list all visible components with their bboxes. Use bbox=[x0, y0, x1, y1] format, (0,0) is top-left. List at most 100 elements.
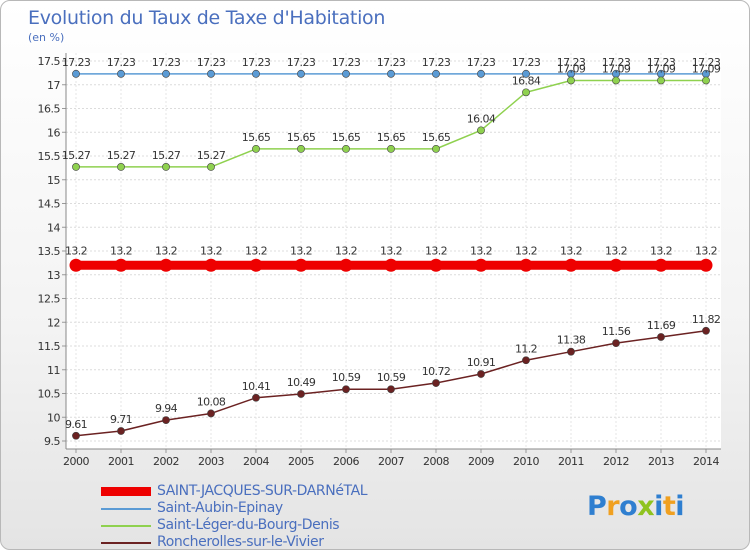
data-label: 13.2 bbox=[425, 244, 447, 257]
data-point bbox=[477, 370, 485, 378]
data-point bbox=[72, 163, 80, 171]
y-tick-label: 15 bbox=[47, 174, 60, 187]
data-label: 17.23 bbox=[197, 56, 226, 69]
data-point bbox=[72, 69, 80, 78]
data-point bbox=[432, 69, 440, 78]
data-label: 15.65 bbox=[287, 131, 316, 144]
data-point bbox=[702, 76, 710, 85]
y-tick-label: 14.5 bbox=[38, 198, 61, 211]
data-point bbox=[387, 69, 395, 78]
x-tick-label: 2008 bbox=[423, 455, 449, 468]
data-label: 13.2 bbox=[155, 244, 177, 257]
data-point bbox=[699, 258, 713, 272]
data-label: 11.82 bbox=[692, 313, 721, 326]
logo-letter: x bbox=[637, 491, 655, 522]
data-label: 13.2 bbox=[200, 244, 222, 257]
data-point bbox=[294, 258, 308, 272]
data-label: 10.41 bbox=[242, 380, 271, 393]
legend-item: Roncherolles-sur-le-Vivier bbox=[101, 534, 431, 550]
data-point bbox=[657, 333, 665, 341]
data-point bbox=[114, 258, 128, 272]
x-tick-label: 2010 bbox=[513, 455, 539, 468]
legend-label: SAINT-JACQUES-SUR-DARNéTAL bbox=[157, 483, 368, 499]
data-label: 9.94 bbox=[155, 402, 178, 415]
legend-item: SAINT-JACQUES-SUR-DARNéTAL bbox=[101, 483, 431, 500]
data-label: 17.23 bbox=[422, 56, 451, 69]
y-tick-label: 17 bbox=[47, 79, 60, 92]
data-point bbox=[609, 258, 623, 272]
data-point bbox=[522, 69, 530, 78]
data-point bbox=[474, 258, 488, 272]
data-point bbox=[204, 258, 218, 272]
x-tick-label: 2009 bbox=[468, 455, 494, 468]
data-label: 17.09 bbox=[647, 62, 676, 75]
data-label: 15.65 bbox=[422, 131, 451, 144]
data-label: 17.23 bbox=[152, 56, 181, 69]
data-point bbox=[117, 163, 125, 171]
series-saint-l-ger-du-bourg-denis: 15.27 15.27 15.27 15.27 15.65 15.65 15.65 15.65… bbox=[62, 62, 721, 171]
data-label: 10.08 bbox=[197, 395, 226, 408]
legend-item: Saint-Léger-du-Bourg-Denis bbox=[101, 517, 431, 534]
data-point bbox=[252, 69, 260, 78]
chart-unit-label: (en %) bbox=[28, 31, 65, 44]
logo-letter: o bbox=[619, 491, 638, 522]
data-point bbox=[207, 163, 215, 171]
data-label: 11.69 bbox=[647, 319, 676, 332]
data-label: 17.23 bbox=[377, 56, 406, 69]
data-point bbox=[207, 409, 215, 418]
data-label: 17.23 bbox=[107, 56, 136, 69]
data-label: 13.2 bbox=[290, 244, 312, 257]
x-tick-label: 2002 bbox=[153, 455, 179, 468]
y-tick-label: 16 bbox=[47, 126, 60, 139]
data-label: 15.27 bbox=[152, 149, 181, 162]
y-tick-label: 14 bbox=[47, 221, 60, 234]
data-point bbox=[297, 390, 305, 398]
logo-letter: r bbox=[606, 491, 620, 522]
data-label: 17.23 bbox=[602, 56, 631, 69]
data-label: 15.65 bbox=[242, 131, 271, 144]
data-label: 13.2 bbox=[380, 244, 402, 257]
legend-swatch bbox=[101, 487, 151, 496]
chart-title: Evolution du Taux de Taxe d'Habitation bbox=[28, 7, 386, 29]
line-chart: 9.51010.51111.51212.51313.51414.51515.51… bbox=[38, 53, 721, 468]
data-point bbox=[612, 339, 620, 348]
legend-swatch bbox=[101, 508, 151, 510]
data-label: 17.23 bbox=[332, 56, 361, 69]
data-label: 17.09 bbox=[602, 62, 631, 75]
data-point bbox=[162, 163, 170, 171]
data-label: 15.65 bbox=[332, 131, 361, 144]
data-label: 13.2 bbox=[245, 244, 267, 257]
data-label: 10.91 bbox=[467, 356, 496, 369]
data-point bbox=[207, 69, 215, 78]
data-point bbox=[387, 144, 395, 153]
data-label: 10.49 bbox=[287, 376, 316, 389]
legend-label: Roncherolles-sur-le-Vivier bbox=[157, 534, 324, 550]
data-point bbox=[252, 144, 260, 153]
data-label: 13.2 bbox=[560, 244, 582, 257]
y-tick-label: 13.5 bbox=[38, 245, 61, 258]
data-label: 13.2 bbox=[65, 244, 87, 257]
data-point bbox=[252, 393, 260, 402]
x-tick-label: 2006 bbox=[333, 455, 359, 468]
data-label: 13.2 bbox=[650, 244, 672, 257]
y-tick-label: 9.5 bbox=[44, 435, 60, 448]
data-point bbox=[429, 258, 443, 272]
series-saint-aubin-epinay: 17.23 17.23 17.23 17.23 17.23 17.23 17.23 17.23… bbox=[62, 56, 721, 78]
data-label: 17.23 bbox=[512, 56, 541, 69]
data-label: 13.2 bbox=[515, 244, 537, 257]
data-label: 17.23 bbox=[557, 56, 586, 69]
data-point bbox=[522, 356, 530, 365]
legend-label: Saint-Aubin-Epinay bbox=[157, 500, 283, 516]
data-point bbox=[342, 144, 350, 153]
data-point bbox=[702, 326, 710, 335]
series-saint-jacques-sur-darn-tal: 13.2 13.2 13.2 13.2 13.2 13.2 13.2 13.2 13.2 13.2… bbox=[65, 244, 718, 272]
x-tick-label: 2000 bbox=[63, 455, 89, 468]
y-tick-label: 12.5 bbox=[38, 293, 61, 306]
data-point bbox=[162, 69, 170, 78]
data-point bbox=[162, 416, 170, 424]
data-label: 16.84 bbox=[512, 74, 541, 87]
chart-legend: SAINT-JACQUES-SUR-DARNéTAL Saint-Aubin-Ep… bbox=[101, 483, 431, 550]
y-tick-label: 16.5 bbox=[38, 103, 61, 116]
data-label: 17.23 bbox=[62, 56, 91, 69]
